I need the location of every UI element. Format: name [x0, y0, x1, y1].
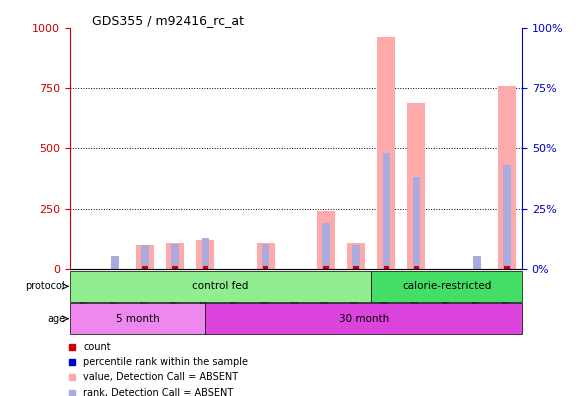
Text: count: count	[83, 342, 111, 352]
Bar	[377, 37, 396, 269]
Text: age: age	[47, 314, 65, 324]
Bar	[371, 271, 522, 301]
Bar	[205, 303, 522, 334]
Bar	[70, 303, 205, 334]
Text: value, Detection Call = ABSENT: value, Detection Call = ABSENT	[83, 373, 238, 383]
Bar	[504, 266, 510, 269]
Bar	[317, 211, 335, 269]
Text: protocol: protocol	[26, 281, 65, 291]
Bar	[256, 242, 275, 269]
Bar	[322, 223, 329, 269]
Text: 5 month: 5 month	[115, 314, 160, 324]
Text: rank, Detection Call = ABSENT: rank, Detection Call = ABSENT	[83, 388, 233, 396]
Bar	[347, 242, 365, 269]
Bar	[136, 245, 154, 269]
Text: GDS355 / m92416_rc_at: GDS355 / m92416_rc_at	[92, 13, 244, 27]
Bar	[498, 86, 516, 269]
Bar	[142, 266, 148, 269]
Text: calorie-restricted: calorie-restricted	[402, 281, 491, 291]
Bar	[353, 266, 359, 269]
Bar	[70, 271, 371, 301]
Bar	[262, 244, 269, 269]
Bar	[202, 266, 208, 269]
Text: 30 month: 30 month	[339, 314, 389, 324]
Bar	[412, 177, 420, 269]
Bar	[141, 245, 148, 269]
Bar	[172, 244, 179, 269]
Bar	[352, 245, 360, 269]
Bar	[323, 266, 329, 269]
Bar	[196, 240, 215, 269]
Bar	[166, 242, 184, 269]
Text: control fed: control fed	[192, 281, 249, 291]
Bar	[172, 266, 178, 269]
Bar	[202, 238, 209, 269]
Bar	[414, 266, 419, 269]
Bar	[383, 153, 390, 269]
Bar	[407, 103, 426, 269]
Bar	[503, 165, 510, 269]
Bar	[383, 266, 389, 269]
Bar	[473, 256, 480, 269]
Bar	[263, 266, 269, 269]
Text: percentile rank within the sample: percentile rank within the sample	[83, 357, 248, 367]
Bar	[111, 256, 118, 269]
